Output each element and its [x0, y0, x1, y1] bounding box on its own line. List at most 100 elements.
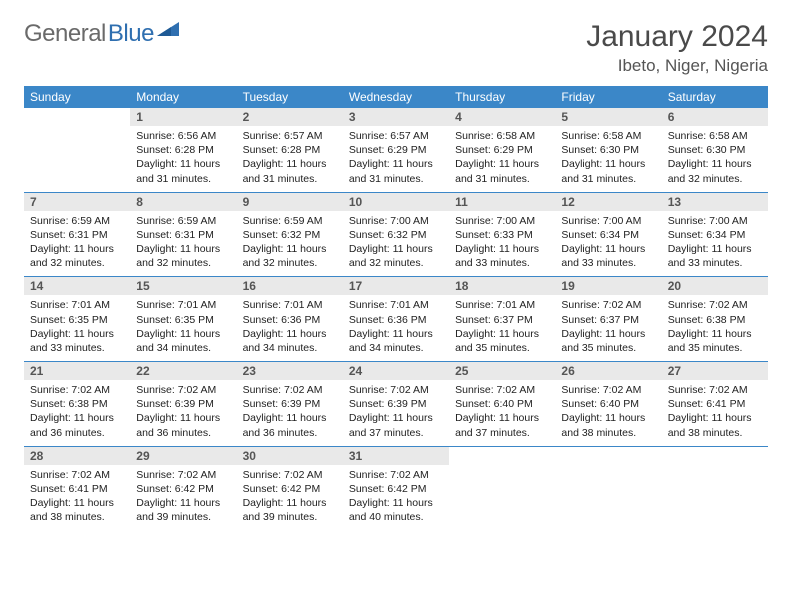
day-details-cell: Sunrise: 7:02 AMSunset: 6:37 PMDaylight:…: [555, 295, 661, 361]
day-details-cell: Sunrise: 7:02 AMSunset: 6:42 PMDaylight:…: [130, 465, 236, 531]
detail-line: Sunset: 6:38 PM: [30, 397, 124, 411]
detail-line: Sunset: 6:31 PM: [30, 228, 124, 242]
day-header: Friday: [555, 86, 661, 108]
day-details-cell: Sunrise: 6:59 AMSunset: 6:32 PMDaylight:…: [237, 211, 343, 277]
detail-line: Sunset: 6:40 PM: [455, 397, 549, 411]
detail-line: Daylight: 11 hours: [561, 411, 655, 425]
day-header: Wednesday: [343, 86, 449, 108]
detail-line: Sunset: 6:39 PM: [136, 397, 230, 411]
day-number-cell: 11: [449, 193, 555, 211]
detail-line: Sunrise: 7:02 AM: [455, 383, 549, 397]
detail-line: Sunrise: 6:59 AM: [136, 214, 230, 228]
detail-line: and 31 minutes.: [455, 172, 549, 186]
detail-line: Sunrise: 6:59 AM: [30, 214, 124, 228]
detail-line: Daylight: 11 hours: [668, 157, 762, 171]
detail-line: and 35 minutes.: [561, 341, 655, 355]
day-number-cell: 31: [343, 447, 449, 465]
day-details-cell: Sunrise: 7:01 AMSunset: 6:37 PMDaylight:…: [449, 295, 555, 361]
detail-line: Daylight: 11 hours: [349, 411, 443, 425]
day-details-row: Sunrise: 7:02 AMSunset: 6:38 PMDaylight:…: [24, 380, 768, 446]
logo-text-general: General: [24, 20, 106, 48]
day-details-cell: Sunrise: 7:02 AMSunset: 6:39 PMDaylight:…: [237, 380, 343, 446]
day-number-cell: 23: [237, 362, 343, 380]
day-details-cell: Sunrise: 7:01 AMSunset: 6:35 PMDaylight:…: [24, 295, 130, 361]
detail-line: Daylight: 11 hours: [30, 411, 124, 425]
day-number-cell: [662, 447, 768, 465]
day-details-cell: Sunrise: 7:02 AMSunset: 6:41 PMDaylight:…: [662, 380, 768, 446]
detail-line: Sunrise: 6:57 AM: [243, 129, 337, 143]
detail-line: Daylight: 11 hours: [561, 242, 655, 256]
day-details-cell: Sunrise: 6:59 AMSunset: 6:31 PMDaylight:…: [130, 211, 236, 277]
location-label: Ibeto, Niger, Nigeria: [586, 56, 768, 76]
detail-line: Sunset: 6:41 PM: [30, 482, 124, 496]
detail-line: and 31 minutes.: [561, 172, 655, 186]
detail-line: and 38 minutes.: [668, 426, 762, 440]
detail-line: Sunrise: 7:02 AM: [136, 383, 230, 397]
day-number-cell: 21: [24, 362, 130, 380]
day-number-cell: 18: [449, 277, 555, 295]
detail-line: Sunrise: 7:01 AM: [136, 298, 230, 312]
detail-line: Sunrise: 6:59 AM: [243, 214, 337, 228]
day-details-cell: Sunrise: 7:02 AMSunset: 6:40 PMDaylight:…: [555, 380, 661, 446]
day-number-row: 14151617181920: [24, 277, 768, 295]
detail-line: Daylight: 11 hours: [243, 496, 337, 510]
day-header: Saturday: [662, 86, 768, 108]
detail-line: Sunset: 6:42 PM: [136, 482, 230, 496]
detail-line: Daylight: 11 hours: [561, 327, 655, 341]
detail-line: Daylight: 11 hours: [349, 327, 443, 341]
day-details-cell: Sunrise: 6:57 AMSunset: 6:29 PMDaylight:…: [343, 126, 449, 192]
detail-line: and 34 minutes.: [136, 341, 230, 355]
day-number-cell: 8: [130, 193, 236, 211]
day-details-cell: Sunrise: 7:02 AMSunset: 6:39 PMDaylight:…: [130, 380, 236, 446]
day-details-cell: Sunrise: 7:02 AMSunset: 6:39 PMDaylight:…: [343, 380, 449, 446]
detail-line: Sunset: 6:42 PM: [243, 482, 337, 496]
detail-line: Sunset: 6:40 PM: [561, 397, 655, 411]
day-number-cell: 14: [24, 277, 130, 295]
detail-line: Daylight: 11 hours: [243, 157, 337, 171]
detail-line: Sunset: 6:33 PM: [455, 228, 549, 242]
detail-line: Daylight: 11 hours: [455, 411, 549, 425]
title-block: January 2024 Ibeto, Niger, Nigeria: [586, 20, 768, 76]
day-details-cell: Sunrise: 7:00 AMSunset: 6:33 PMDaylight:…: [449, 211, 555, 277]
day-details-row: Sunrise: 6:56 AMSunset: 6:28 PMDaylight:…: [24, 126, 768, 192]
day-number-cell: 3: [343, 108, 449, 126]
day-details-cell: Sunrise: 7:02 AMSunset: 6:38 PMDaylight:…: [24, 380, 130, 446]
detail-line: and 34 minutes.: [349, 341, 443, 355]
detail-line: Sunset: 6:28 PM: [243, 143, 337, 157]
detail-line: and 40 minutes.: [349, 510, 443, 524]
calendar-body: 123456Sunrise: 6:56 AMSunset: 6:28 PMDay…: [24, 108, 768, 530]
detail-line: and 32 minutes.: [136, 256, 230, 270]
detail-line: Daylight: 11 hours: [136, 411, 230, 425]
detail-line: Sunrise: 6:58 AM: [668, 129, 762, 143]
detail-line: Daylight: 11 hours: [668, 411, 762, 425]
detail-line: Sunrise: 7:02 AM: [30, 383, 124, 397]
detail-line: and 37 minutes.: [349, 426, 443, 440]
page-header: GeneralBlue January 2024 Ibeto, Niger, N…: [24, 20, 768, 76]
day-number-cell: 17: [343, 277, 449, 295]
logo-text-blue: Blue: [108, 20, 154, 48]
detail-line: Sunrise: 7:00 AM: [349, 214, 443, 228]
detail-line: Sunset: 6:39 PM: [349, 397, 443, 411]
detail-line: Daylight: 11 hours: [30, 242, 124, 256]
day-number-cell: 25: [449, 362, 555, 380]
day-number-cell: 19: [555, 277, 661, 295]
detail-line: Sunset: 6:42 PM: [349, 482, 443, 496]
day-details-cell: Sunrise: 7:02 AMSunset: 6:41 PMDaylight:…: [24, 465, 130, 531]
day-number-cell: 26: [555, 362, 661, 380]
detail-line: and 38 minutes.: [30, 510, 124, 524]
day-number-cell: [555, 447, 661, 465]
day-details-cell: Sunrise: 7:02 AMSunset: 6:38 PMDaylight:…: [662, 295, 768, 361]
day-header: Tuesday: [237, 86, 343, 108]
day-details-cell: Sunrise: 7:01 AMSunset: 6:36 PMDaylight:…: [237, 295, 343, 361]
detail-line: Daylight: 11 hours: [30, 496, 124, 510]
logo: GeneralBlue: [24, 20, 179, 48]
day-number-cell: 10: [343, 193, 449, 211]
detail-line: Sunrise: 7:00 AM: [561, 214, 655, 228]
day-number-cell: 28: [24, 447, 130, 465]
day-details-cell: Sunrise: 7:00 AMSunset: 6:34 PMDaylight:…: [662, 211, 768, 277]
day-number-cell: 16: [237, 277, 343, 295]
detail-line: Sunrise: 7:02 AM: [243, 468, 337, 482]
detail-line: Sunset: 6:36 PM: [349, 313, 443, 327]
day-details-cell: Sunrise: 6:59 AMSunset: 6:31 PMDaylight:…: [24, 211, 130, 277]
detail-line: and 36 minutes.: [30, 426, 124, 440]
